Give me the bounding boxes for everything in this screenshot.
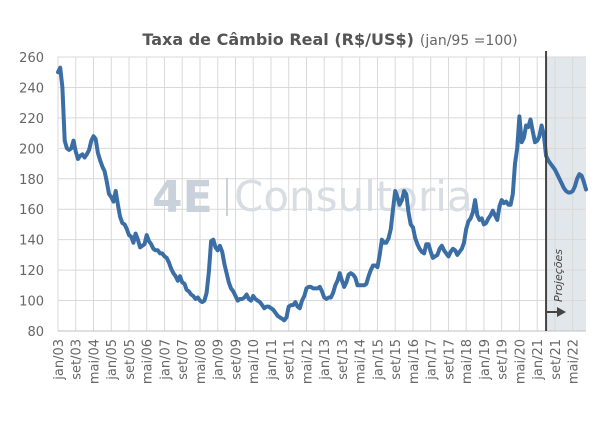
x-tick-label: jan/09 <box>212 339 227 381</box>
x-tick-label: mai/18 <box>460 339 475 384</box>
x-axis-labels: jan/03 set/03 mai/04 jan/05 set/05 mai/06 jan/… <box>52 339 582 384</box>
x-tick-label: jan/05 <box>105 339 120 381</box>
y-tick-label: 120 <box>19 264 44 279</box>
y-tick-label: 100 <box>19 295 44 310</box>
x-tick-label: jan/13 <box>318 339 333 381</box>
x-tick-label: set/03 <box>70 339 85 380</box>
watermark-logo: 4E <box>152 172 213 223</box>
x-tick-label: set/09 <box>229 339 244 380</box>
x-tick-label: set/11 <box>283 339 298 380</box>
y-tick-label: 180 <box>19 173 44 188</box>
x-tick-label: set/13 <box>336 339 351 380</box>
x-tick-label: jan/15 <box>371 339 386 381</box>
x-tick-label: set/15 <box>389 339 404 380</box>
y-tick-label: 240 <box>19 81 44 96</box>
projection-label: Projeções <box>552 249 565 302</box>
chart-subtitle: (jan/95 =100) <box>420 33 518 49</box>
projection-arrow-head <box>557 307 566 317</box>
x-tick-label: mai/16 <box>407 339 422 384</box>
y-tick-label: 260 <box>19 51 44 66</box>
x-tick-label: set/05 <box>123 339 138 380</box>
x-tick-label: mai/12 <box>300 339 315 384</box>
projection-band <box>546 57 586 331</box>
x-tick-label: mai/22 <box>567 339 582 384</box>
x-tick-label: set/07 <box>176 339 191 380</box>
projection-marker: Projeções <box>545 51 566 331</box>
y-tick-label: 220 <box>19 112 44 127</box>
x-tick-label: set/17 <box>442 339 457 380</box>
x-tick-label: jan/21 <box>531 339 546 381</box>
y-tick-label: 80 <box>27 325 44 340</box>
x-tick-label: jan/03 <box>52 339 67 381</box>
x-tick-label: mai/14 <box>354 339 369 384</box>
x-tick-label: jan/17 <box>425 339 440 381</box>
x-tick-label: mai/10 <box>247 339 262 384</box>
x-tick-label: jan/11 <box>265 339 280 381</box>
chart-title-main: Taxa de Câmbio Real (R$/US$) <box>142 30 414 49</box>
chart-title: Taxa de Câmbio Real (R$/US$) (jan/95 =10… <box>142 30 517 49</box>
y-tick-label: 140 <box>19 234 44 249</box>
y-tick-label: 160 <box>19 203 44 218</box>
x-tick-label: mai/04 <box>87 339 102 384</box>
x-tick-label: set/19 <box>496 339 511 380</box>
x-tick-label: mai/08 <box>194 339 209 384</box>
x-tick-label: jan/07 <box>158 339 173 381</box>
y-axis-labels: 80 100 120 140 160 180 200 220 240 260 <box>19 51 44 340</box>
x-tick-label: jan/19 <box>478 339 493 381</box>
watermark-divider <box>226 178 228 216</box>
watermark-text: Consultoria <box>234 172 473 221</box>
series-line <box>56 65 588 323</box>
x-tick-label: mai/06 <box>141 339 156 384</box>
watermark: 4E Consultoria <box>152 172 473 223</box>
y-tick-label: 200 <box>19 142 44 157</box>
x-tick-label: mai/20 <box>513 339 528 384</box>
y-gridlines <box>58 56 586 332</box>
x-gridlines <box>57 57 574 331</box>
x-tick-label: set/21 <box>549 339 564 380</box>
